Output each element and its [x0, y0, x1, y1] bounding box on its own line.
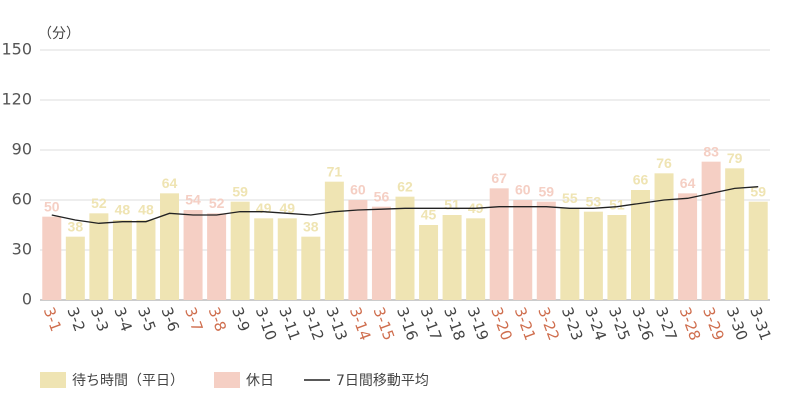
value-label: 48: [138, 202, 154, 218]
value-label: 83: [703, 143, 719, 159]
bar: [348, 200, 368, 300]
bar: [230, 201, 250, 300]
value-label: 52: [91, 195, 107, 211]
value-label: 49: [279, 200, 295, 216]
legend-swatch: [214, 372, 240, 388]
y-tick-label: 90: [12, 140, 32, 159]
value-label: 79: [727, 150, 743, 166]
value-label: 51: [444, 197, 460, 213]
bar: [254, 218, 274, 300]
legend-label: 休日: [246, 373, 274, 389]
bar: [725, 168, 745, 300]
value-label: 62: [397, 178, 413, 194]
y-unit: （分）: [38, 26, 80, 42]
bar: [207, 213, 227, 300]
value-label: 59: [750, 183, 766, 199]
x-tick-label: 3-31: [746, 305, 775, 343]
value-label: 66: [633, 172, 649, 188]
value-label: 53: [586, 193, 602, 209]
x-tick-label: 3-4: [110, 305, 135, 334]
value-label: 54: [185, 192, 201, 208]
bar: [748, 201, 768, 300]
value-label: 60: [515, 182, 531, 198]
bar: [536, 201, 556, 300]
value-label: 48: [115, 202, 131, 218]
x-tick-label: 3-3: [87, 305, 112, 334]
bar: [301, 236, 321, 300]
moving-average-line: [51, 186, 759, 224]
value-label: 45: [421, 207, 437, 223]
legend-swatch: [40, 372, 66, 388]
bar: [630, 190, 650, 300]
bar: [371, 206, 391, 300]
value-label: 38: [303, 218, 319, 234]
bar: [466, 218, 486, 300]
bar: [89, 213, 109, 300]
value-label: 64: [680, 175, 696, 191]
bar: [607, 215, 627, 300]
value-label: 71: [327, 163, 343, 179]
bar: [395, 196, 415, 300]
bar: [160, 193, 180, 300]
x-tick-label: 3-5: [134, 305, 159, 334]
bar: [112, 220, 132, 300]
x-tick-label: 3-9: [228, 305, 253, 334]
value-label: 49: [256, 200, 272, 216]
bar: [654, 173, 674, 300]
y-tick-label: 150: [1, 40, 32, 59]
bar: [701, 161, 721, 300]
y-tick-label: 120: [1, 90, 32, 109]
y-tick-label: 60: [12, 190, 32, 209]
x-tick-label: 3-6: [158, 305, 183, 334]
bar: [277, 218, 297, 300]
value-label: 56: [374, 188, 390, 204]
value-label: 59: [232, 183, 248, 199]
bar: [183, 210, 203, 300]
x-tick-label: 3-8: [205, 305, 230, 334]
legend-label: 待ち時間（平日）: [72, 373, 184, 389]
bar: [324, 181, 344, 300]
x-tick-label: 3-2: [63, 305, 88, 334]
value-label: 38: [68, 218, 84, 234]
value-label: 51: [609, 197, 625, 213]
value-label: 67: [491, 170, 507, 186]
value-label: 64: [162, 175, 178, 191]
value-label: 60: [350, 182, 366, 198]
bar: [65, 236, 85, 300]
y-tick-label: 0: [22, 290, 32, 309]
value-label: 59: [539, 183, 555, 199]
bar: [560, 208, 580, 300]
value-label: 52: [209, 195, 225, 211]
value-label: 55: [562, 190, 578, 206]
y-tick-label: 30: [12, 240, 32, 259]
bar: [583, 211, 603, 300]
bar: [489, 188, 509, 300]
bar: [513, 200, 533, 300]
bar: [678, 193, 698, 300]
x-tick-label: 3-7: [181, 305, 206, 334]
value-label: 50: [44, 198, 60, 214]
value-label: 76: [656, 155, 672, 171]
bar: [136, 220, 156, 300]
bar: [42, 216, 62, 300]
bar: [442, 215, 462, 300]
x-tick-label: 3-1: [40, 305, 65, 334]
bar: [419, 225, 439, 300]
legend-label: 7日間移動平均: [336, 373, 429, 389]
